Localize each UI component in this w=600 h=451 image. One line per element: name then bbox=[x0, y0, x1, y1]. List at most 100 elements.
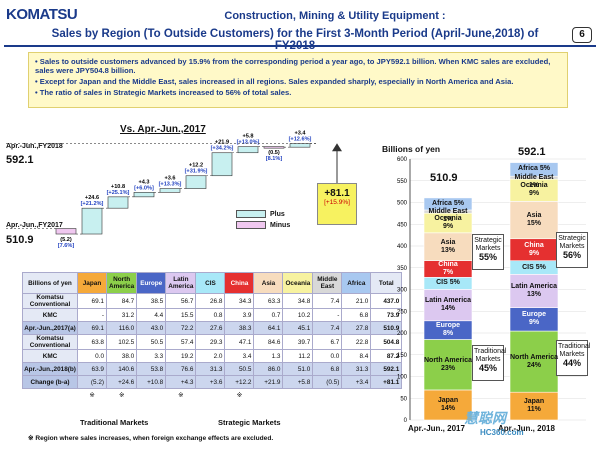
segment-pct: 23% bbox=[440, 364, 455, 372]
y-tick-label: 600 bbox=[397, 157, 408, 163]
segment-region-name: Europe bbox=[435, 322, 461, 330]
waterfall-pct-label: [8.1%] bbox=[266, 156, 283, 162]
end-period-value: 592.1 bbox=[6, 154, 34, 166]
table-row-label: Apr.-Jun.,2017(a) bbox=[22, 321, 78, 335]
waterfall-legend: Plus Minus bbox=[236, 210, 290, 229]
note-2: Except for Japan and the Middle East, sa… bbox=[35, 77, 561, 86]
waterfall-bar-oceania bbox=[237, 146, 259, 154]
waterfall-change-label: +3.6 bbox=[164, 176, 175, 182]
table-row-label: KMC bbox=[22, 349, 78, 363]
segment-pct: 24% bbox=[526, 361, 541, 369]
segment-region-name: North America bbox=[424, 356, 472, 364]
segment-label: Europe 9% bbox=[510, 311, 558, 327]
waterfall-bar-north-america bbox=[81, 207, 103, 235]
segment-region-name: China bbox=[524, 241, 544, 249]
header-divider bbox=[4, 45, 596, 47]
table-cell: +21.9 bbox=[253, 375, 284, 389]
table-row: Komatsu Conventional 63.8 102.5 50.5 57.4 29.… bbox=[22, 334, 403, 350]
segment-pct: 1% bbox=[442, 215, 454, 223]
segment-region-name: Asia bbox=[440, 238, 456, 246]
footnote: ※ Region where sales increases, when for… bbox=[28, 435, 274, 442]
waterfall-change-label: (0.5) bbox=[268, 150, 280, 156]
segment-pct: 5% bbox=[539, 165, 550, 173]
segment-region-name: CIS bbox=[436, 279, 448, 287]
x-label-2017: Apr.-Jun., 2017 bbox=[408, 424, 465, 433]
stacked-ylabel: Billions of yen bbox=[382, 144, 441, 154]
y-tick-label: 250 bbox=[397, 309, 408, 315]
table-row: Change (b-a) (5.2) +24.6 +10.8 +4.3 +3.6 +12.2… bbox=[22, 375, 403, 389]
table-cell: 31.2 bbox=[105, 308, 138, 322]
segment-label: Africa 5% bbox=[510, 165, 558, 173]
segment-region-name: Japan bbox=[523, 398, 545, 406]
table-cell: +24.6 bbox=[105, 375, 138, 389]
table-header-cell: Billions of yen bbox=[22, 272, 78, 294]
y-tick-label: 300 bbox=[397, 288, 408, 294]
segment-region-name: Africa bbox=[432, 199, 452, 207]
market-mark: ※ bbox=[89, 392, 95, 399]
segment-pct: 14% bbox=[440, 305, 455, 313]
segment-pct: 5% bbox=[453, 199, 464, 207]
table-header-cell: CIS bbox=[195, 272, 226, 294]
table-row-label: Change (b-a) bbox=[22, 375, 78, 389]
segment-region-name: Asia bbox=[526, 212, 542, 220]
segment-region-name: Africa bbox=[518, 165, 538, 173]
waterfall-bar-asia bbox=[211, 152, 233, 177]
table-row: Apr.-Jun.,2017(a) 69.1 116.0 43.0 72.2 27.6 38… bbox=[22, 321, 403, 335]
table-cell: 53.8 bbox=[136, 362, 167, 376]
waterfall-change-label: +12.2 bbox=[189, 163, 203, 169]
strategic-markets-bracket: Strategic Markets bbox=[218, 418, 281, 427]
legend-plus-label: Plus bbox=[270, 210, 285, 218]
y-tick-label: 350 bbox=[397, 266, 408, 272]
table-row-label: Komatsu Conventional bbox=[22, 334, 78, 350]
segment-label: Asia 15% bbox=[510, 212, 558, 228]
segment-region-name: Middle East bbox=[514, 173, 554, 181]
y-tick-label: 500 bbox=[397, 201, 408, 207]
table-cell: 7.4 bbox=[312, 321, 343, 335]
table-cell: 50.5 bbox=[224, 362, 255, 376]
segment-label: Asia 13% bbox=[424, 239, 472, 255]
callout-traditional-2018: Traditional Markets 44% bbox=[556, 340, 590, 376]
stacked-segment-africa bbox=[423, 197, 473, 211]
table-header-cell: Middle East bbox=[312, 272, 343, 294]
table-header-cell: North America bbox=[105, 272, 138, 294]
market-mark: ※ bbox=[236, 392, 243, 399]
note-3: The ratio of sales in Strategic Markets … bbox=[35, 88, 561, 97]
segment-label: Middle East 1% bbox=[510, 174, 558, 190]
callout-strategic-2017: Strategic Markets 55% bbox=[472, 234, 504, 270]
waterfall-bar-latin-america bbox=[133, 192, 155, 198]
waterfall-pct-label: [7.6%] bbox=[58, 243, 75, 249]
market-mark: ※ bbox=[178, 392, 184, 399]
segment-label: Japan 14% bbox=[424, 397, 472, 413]
traditional-markets-bracket: Traditional Markets bbox=[80, 418, 149, 427]
segment-pct: 9% bbox=[528, 319, 540, 327]
segment-label: CIS 5% bbox=[424, 279, 472, 287]
notes-box: Sales to outside customers advanced by 1… bbox=[28, 52, 568, 108]
segment-label: Africa 5% bbox=[424, 200, 472, 208]
table-cell: 76.6 bbox=[165, 362, 197, 376]
y-tick-label: 400 bbox=[397, 244, 408, 250]
stacked-segment-north-america bbox=[509, 330, 559, 393]
segment-label: China 7% bbox=[424, 261, 472, 277]
table-cell: (0.5) bbox=[312, 375, 343, 389]
legend-minus-swatch bbox=[236, 221, 266, 229]
waterfall-pct-label: [+34.2%] bbox=[211, 146, 234, 152]
table-cell: +3.4 bbox=[341, 375, 372, 389]
segment-pct: 9% bbox=[528, 190, 540, 198]
table-row: KMC 0.0 38.0 3.3 19.2 2.0 3.4 1.3 11.2 0.0 8.4 87.2 bbox=[22, 349, 403, 363]
note-1: Sales to outside customers advanced by 1… bbox=[35, 57, 561, 75]
waterfall-change-label: +21.9 bbox=[215, 140, 229, 146]
waterfall-change-label: +24.6 bbox=[85, 195, 99, 201]
segment-region-name: CIS bbox=[522, 263, 534, 271]
segment-region-name: Oceania bbox=[520, 182, 548, 190]
table-cell: +3.6 bbox=[195, 375, 226, 389]
table-marks-row: ※ ※ ※ ※ bbox=[23, 389, 402, 402]
table-cell: +4.3 bbox=[165, 375, 197, 389]
waterfall-bar-europe bbox=[107, 196, 129, 209]
segment-label: North America 24% bbox=[510, 354, 558, 370]
page-number: 6 bbox=[572, 27, 592, 43]
segment-label: North America 23% bbox=[424, 357, 472, 373]
waterfall-bar-japan bbox=[55, 228, 77, 235]
total-change-pct: [+15.9%] bbox=[324, 199, 350, 206]
segment-region-name: Japan bbox=[437, 396, 459, 404]
